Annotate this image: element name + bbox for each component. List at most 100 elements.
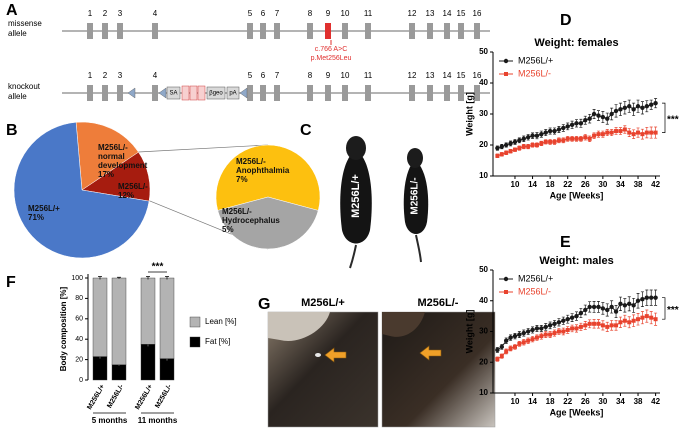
marker [526, 144, 531, 149]
marker [504, 150, 509, 155]
bar-segment [159, 277, 175, 359]
marker [495, 357, 500, 362]
y-tick-label: 30 [479, 327, 488, 336]
marker [653, 100, 658, 106]
exon-number: 12 [408, 9, 417, 18]
marker [534, 143, 539, 147]
exon [274, 85, 280, 101]
marker [525, 135, 531, 140]
marker [503, 276, 509, 282]
marker [521, 136, 526, 141]
marker [644, 104, 650, 109]
exon-number: 4 [153, 71, 158, 80]
marker [565, 136, 570, 141]
ear [268, 312, 330, 341]
marker [517, 332, 522, 337]
legend-label: M256L/+ [518, 55, 553, 65]
pie-value-label: 7% [236, 175, 248, 184]
y-tick-label: 60 [75, 316, 83, 323]
x-tick-label: 30 [598, 397, 607, 406]
exon [409, 85, 415, 101]
x-tick-label: 18 [546, 180, 555, 189]
exon [102, 23, 108, 39]
marker [539, 334, 544, 339]
exon-number: 3 [118, 71, 123, 80]
exon-number: 6 [261, 71, 266, 80]
exon [260, 85, 266, 101]
marker [574, 136, 579, 141]
marker [627, 130, 632, 135]
panel-letter: F [6, 274, 16, 291]
marker [618, 107, 623, 112]
exon [427, 23, 433, 39]
marker [613, 309, 619, 314]
x-tick-label: 34 [616, 180, 625, 189]
marker [592, 321, 597, 326]
y-tick-label: 20 [75, 356, 83, 363]
marker [508, 141, 513, 146]
marker [499, 144, 504, 149]
marker [596, 132, 601, 137]
x-tick-label: 26 [581, 180, 590, 189]
marker [530, 337, 535, 342]
marker [653, 295, 658, 300]
marker [592, 133, 597, 138]
mouse-label: M256L/- [410, 177, 421, 214]
marker [547, 323, 553, 328]
marker [543, 332, 548, 337]
marker [578, 324, 583, 329]
marker [640, 315, 645, 320]
exon-number: 5 [248, 71, 253, 80]
marker [512, 147, 517, 152]
pie-slice [75, 121, 139, 191]
x-tick-label: M256L/+ [86, 383, 106, 411]
error-bar [146, 276, 150, 280]
error-bar [117, 276, 121, 279]
panel-letter: B [6, 122, 18, 139]
exon-number: 4 [153, 9, 158, 18]
exon [458, 23, 464, 39]
error-bar [165, 276, 169, 280]
marker [649, 102, 654, 107]
exon-number: 13 [426, 71, 435, 80]
marker [618, 320, 623, 325]
y-tick-label: 20 [479, 357, 488, 366]
loxp-site [158, 87, 167, 99]
marker [609, 323, 614, 328]
error-bar [98, 276, 102, 280]
panel-letter: G [258, 296, 270, 313]
marker [534, 335, 539, 340]
x-tick-label: 22 [563, 397, 572, 406]
marker [622, 303, 628, 308]
x-tick-label: 14 [528, 180, 537, 189]
marker [583, 135, 588, 140]
legend-label: Lean [%] [205, 317, 237, 326]
exon-number: 16 [473, 71, 482, 80]
marker [512, 344, 517, 349]
x-axis-label: Age [Weeks] [550, 407, 604, 417]
marker [649, 295, 654, 300]
marker [596, 113, 601, 118]
y-tick-label: 40 [75, 336, 83, 343]
exon-number: 11 [364, 71, 373, 80]
marker [578, 310, 584, 316]
pie-value-label: 17% [98, 170, 114, 179]
x-tick-label: 18 [546, 397, 555, 406]
marker [495, 153, 500, 158]
exon [247, 23, 253, 39]
exon [325, 23, 331, 39]
marker [574, 326, 579, 331]
cassette-label: pA [229, 91, 236, 97]
marker [596, 304, 601, 310]
exon [474, 85, 480, 101]
photo-label: M256L/+ [301, 297, 345, 309]
exon [87, 85, 93, 101]
x-tick-label: M256L/- [106, 383, 125, 410]
marker [609, 304, 614, 310]
marker [548, 332, 553, 337]
x-tick-label: 26 [581, 397, 590, 406]
x-tick-label: 10 [511, 180, 520, 189]
exon [247, 85, 253, 101]
marker [618, 129, 623, 134]
